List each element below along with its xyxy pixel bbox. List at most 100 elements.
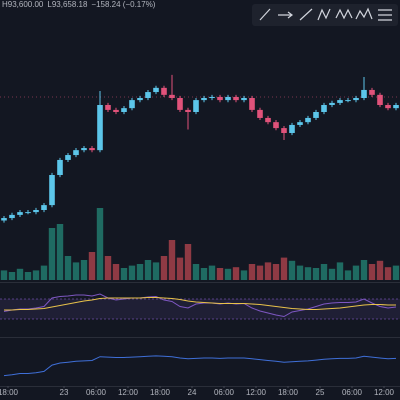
candle-body [313,112,319,118]
candle-body [153,87,159,93]
volume-bar [80,260,88,280]
volume-bar [216,268,224,280]
tool-pattern[interactable] [355,7,373,20]
tool-trend[interactable] [259,8,271,21]
candle-body [273,122,279,129]
volume-bar [104,256,112,280]
candle-body [57,159,63,175]
tool-ray[interactable] [278,11,293,19]
volume-bar [280,257,288,280]
volume-bar [128,265,136,280]
candle-body [41,205,47,210]
header-value: L93,658.18 [47,0,88,9]
volume-bar [312,268,320,280]
header-value: H93,600.00 [2,0,44,9]
volume-bar [16,268,24,280]
candle-body [289,124,295,133]
volume-bar [88,252,96,280]
volume-bar [200,268,208,280]
candle-body [73,150,79,156]
candle-body [1,218,7,221]
candle-body [297,122,303,125]
volume-bar [72,262,80,280]
volume-bar [176,257,184,280]
candle-body [385,105,391,109]
candle-body [89,148,95,151]
x-tick-label: 23 [60,388,69,397]
candle-body [241,98,247,101]
volume-bar [184,244,192,280]
candle-body [81,148,87,151]
x-tick-label: 25 [316,388,325,397]
volume-bar [152,262,160,280]
volume-bar [296,265,304,280]
candle-body [129,100,135,109]
volume-bar [248,264,256,280]
tool-fib[interactable] [378,9,392,21]
volume-bar [112,264,120,280]
volume-bar [136,264,144,280]
candle-body [33,210,39,213]
volume-bar [144,260,152,280]
tool-line[interactable] [299,8,313,21]
volume-bar [264,262,272,280]
volume-bar [256,265,264,280]
candle-body [177,98,183,110]
volume-bar [32,270,40,280]
volume-bar [288,260,296,280]
candle-body [353,98,359,101]
tool-pitchfork[interactable] [317,8,331,21]
volume-bar [336,262,344,280]
x-tick-label: 06:00 [214,388,235,397]
candle-body [169,94,175,98]
volume-bar [120,268,128,280]
candle-body [249,98,255,110]
candle-body [193,100,199,112]
drawing-toolbar [252,4,398,26]
x-tick-label: 18:00 [278,388,299,397]
candle-body [281,128,287,133]
tool-wave[interactable] [335,8,353,20]
candle-body [369,89,375,95]
volume-bar [64,256,72,280]
candle-body [17,212,23,215]
candle-body [393,105,399,109]
x-tick-label: 06:00 [86,388,107,397]
volume-bar [320,264,328,280]
candle-body [201,98,207,101]
candle-body [137,98,143,101]
volume-bar [160,256,168,280]
volume-bar [192,264,200,280]
header-value: −158.24 (−0.17%) [91,0,155,9]
rsi-line [4,297,396,311]
volume-bar [208,265,216,280]
x-tick-label: 12:00 [118,388,139,397]
candle-body [97,105,103,151]
volume-bar [8,272,16,280]
candle-body [113,109,119,112]
volume-bar [24,272,32,280]
candle-body [145,92,151,98]
volume-bar [0,270,8,280]
candle-body [305,117,311,123]
candle-body [265,117,271,123]
volume-bar [168,240,176,280]
volume-bar [376,260,384,280]
x-tick-label: 12:00 [246,388,267,397]
candle-body [49,175,55,206]
candle-body [209,96,215,98]
volume-bar [328,268,336,280]
indicator-line [3,355,397,377]
x-tick-label: 18:00 [0,388,19,397]
volume-bar [48,228,56,280]
candle-body [25,212,31,214]
candle-body [185,109,191,112]
candle-body [345,100,351,102]
volume-bar [344,270,352,280]
volume-bar [240,270,248,280]
volume-bar [224,268,232,280]
candle-body [361,89,367,98]
candle-body [9,214,15,219]
